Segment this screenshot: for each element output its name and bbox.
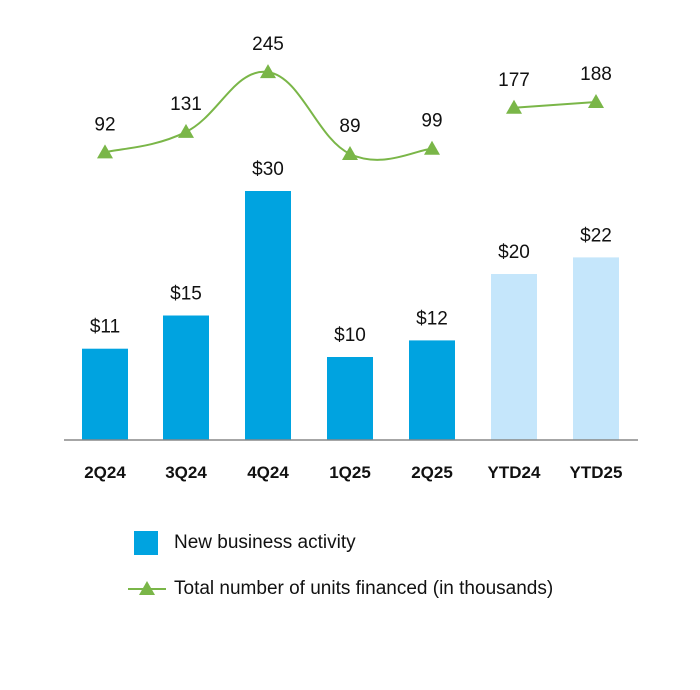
tick-label-2q24: 2Q24 [84, 463, 126, 482]
bar-label-4q24: $30 [252, 159, 284, 180]
legend-line-label: Total number of units financed (in thous… [174, 578, 554, 599]
bar-ytd24 [491, 274, 537, 440]
legend-bar-swatch [134, 531, 158, 555]
line-label-ytd25: 188 [580, 64, 612, 85]
bar-label-ytd24: $20 [498, 242, 530, 263]
line-point-2q25 [424, 140, 440, 155]
bar-4q24 [245, 191, 291, 440]
line-series-group: 92 131 245 89 99 177 188 [94, 34, 612, 161]
line-label-2q25: 99 [421, 111, 442, 132]
line-point-1q25 [342, 145, 358, 160]
tick-label-2q25: 2Q25 [411, 463, 453, 482]
line-point-4q24 [260, 64, 276, 79]
legend-item-line: Total number of units financed (in thous… [128, 574, 553, 604]
legend-bar-label: New business activity [174, 532, 356, 553]
bar-2q25 [409, 340, 455, 440]
line-label-3q24: 131 [170, 94, 202, 115]
bar-label-3q24: $15 [170, 284, 202, 305]
line-point-3q24 [178, 123, 194, 138]
bars-group: $11 $15 $30 $10 $12 $20 $22 [82, 159, 619, 440]
tick-label-ytd25: YTD25 [570, 463, 623, 482]
line-segment-1 [104, 71, 433, 161]
bar-3q24 [163, 315, 209, 440]
tick-label-4q24: 4Q24 [247, 463, 289, 482]
line-label-1q25: 89 [339, 116, 360, 137]
line-label-2q24: 92 [94, 114, 115, 135]
tick-label-ytd24: YTD24 [488, 463, 541, 482]
line-point-ytd24 [506, 99, 522, 114]
tick-label-3q24: 3Q24 [165, 463, 207, 482]
bar-label-2q24: $11 [90, 317, 120, 338]
line-point-ytd25 [588, 94, 604, 108]
bar-label-2q25: $12 [416, 308, 448, 329]
line-point-2q24 [97, 144, 113, 159]
bar-label-ytd25: $22 [580, 225, 612, 246]
legend-line-swatch [128, 581, 166, 595]
legend-bar-swatch-box [128, 531, 166, 555]
line-segment-2 [513, 101, 597, 109]
legend-item-bars: New business activity [128, 528, 553, 558]
bar-ytd25 [573, 257, 619, 440]
bar-1q25 [327, 357, 373, 440]
legend-line-swatch-box [128, 579, 166, 599]
tick-label-1q25: 1Q25 [329, 463, 371, 482]
x-axis-ticks: 2Q24 3Q24 4Q24 1Q25 2Q25 YTD24 YTD25 [84, 463, 622, 482]
line-label-ytd24: 177 [498, 70, 530, 91]
bar-2q24 [82, 348, 128, 440]
line-label-4q24: 245 [252, 34, 284, 55]
bar-label-1q25: $10 [334, 325, 366, 346]
legend: New business activity Total number of un… [128, 528, 553, 620]
